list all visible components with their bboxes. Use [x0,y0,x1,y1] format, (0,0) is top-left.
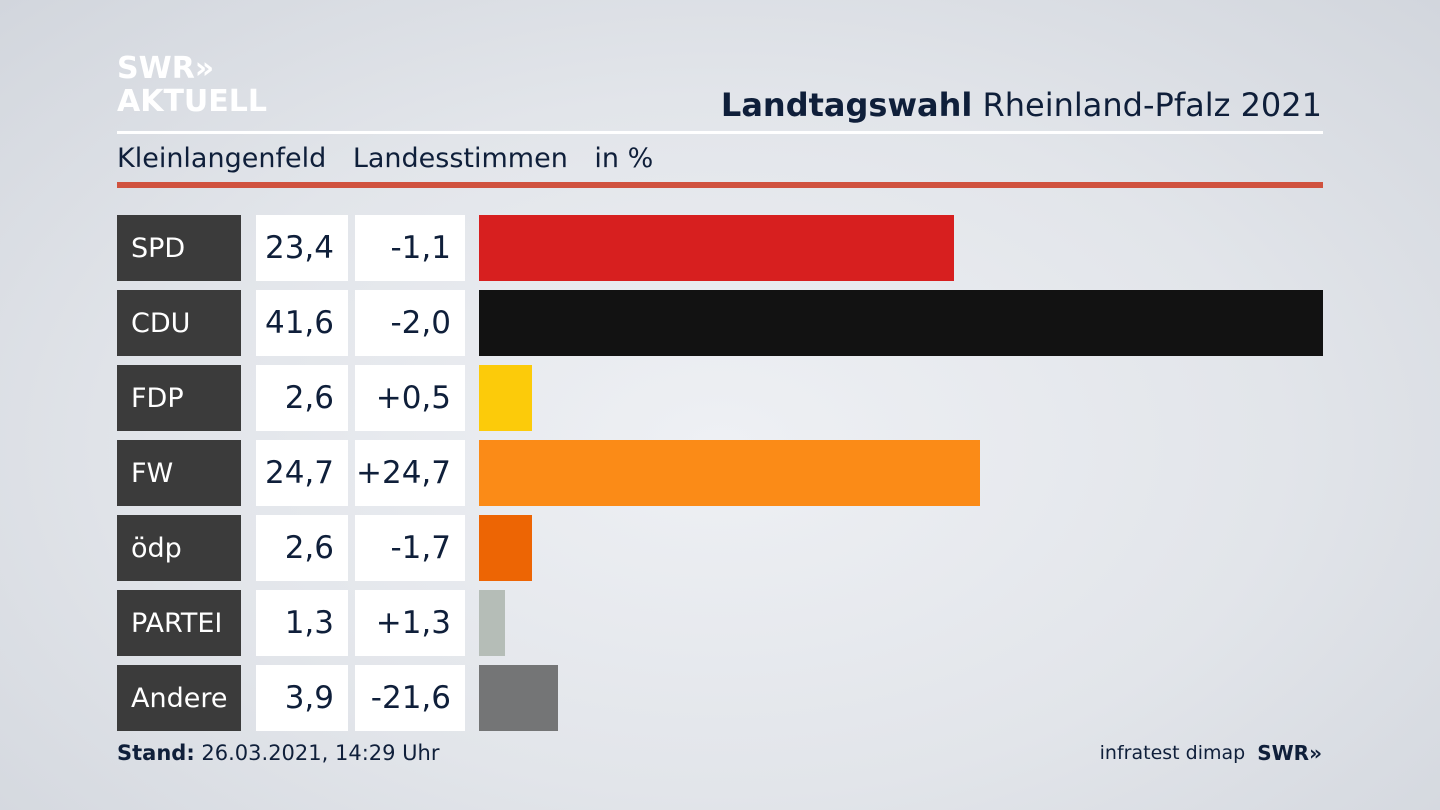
vote-share-value: 2,6 [256,365,348,431]
result-row: SPD 23,4 -1,1 [117,215,1323,281]
swr-aktuell-logo: SWR» AKTUELL [117,54,267,117]
result-bar [479,365,532,431]
vote-share-value: 23,4 [256,215,348,281]
location-label: Kleinlangenfeld [117,143,327,174]
party-label: PARTEI [117,590,241,656]
party-label: SPD [117,215,241,281]
vote-share-value: 1,3 [256,590,348,656]
result-bar [479,290,1323,356]
stand-value: 26.03.2021, 14:29 Uhr [194,741,440,765]
vote-change-value: -2,0 [355,290,465,356]
logo-line-2: AKTUELL [117,84,268,119]
source-label: infratest dimap [1099,742,1246,764]
party-label: FW [117,440,241,506]
result-bar [479,590,505,656]
party-label: Andere [117,665,241,731]
party-label: CDU [117,290,241,356]
result-row: FW 24,7 +24,7 [117,440,1323,506]
result-bar [479,440,980,506]
swr-brand-logo: SWR» [1257,741,1322,765]
logo-line-1: SWR» [117,51,215,86]
result-row: Andere 3,9 -21,6 [117,665,1323,731]
title-rest: Rheinland-Pfalz 2021 [972,86,1322,124]
vote-share-value: 41,6 [256,290,348,356]
result-row: PARTEI 1,3 +1,3 [117,590,1323,656]
unit-label: in % [594,143,654,174]
title-bold: Landtagswahl [720,86,973,124]
subtitle-divider [117,182,1323,188]
footer-credits: infratest dimap SWR» [1100,741,1322,765]
result-row: CDU 41,6 -2,0 [117,290,1323,356]
vote-change-value: +24,7 [355,440,465,506]
vote-share-value: 2,6 [256,515,348,581]
result-row: ödp 2,6 -1,7 [117,515,1323,581]
vote-change-value: -1,7 [355,515,465,581]
vote-share-value: 3,9 [256,665,348,731]
vote-change-value: -21,6 [355,665,465,731]
timestamp: Stand: 26.03.2021, 14:29 Uhr [117,741,440,765]
vote-change-value: +0,5 [355,365,465,431]
result-bar [479,215,954,281]
vote-change-value: -1,1 [355,215,465,281]
header-divider [117,131,1323,134]
result-bar [479,665,558,731]
party-label: ödp [117,515,241,581]
party-label: FDP [117,365,241,431]
stand-label: Stand: [117,741,195,765]
chart-subtitle: Kleinlangenfeld Landesstimmen in % [117,143,671,174]
page-title: Landtagswahl Rheinland-Pfalz 2021 [721,86,1322,124]
vote-type-label: Landesstimmen [352,143,568,174]
vote-change-value: +1,3 [355,590,465,656]
vote-share-value: 24,7 [256,440,348,506]
result-bar [479,515,532,581]
result-row: FDP 2,6 +0,5 [117,365,1323,431]
